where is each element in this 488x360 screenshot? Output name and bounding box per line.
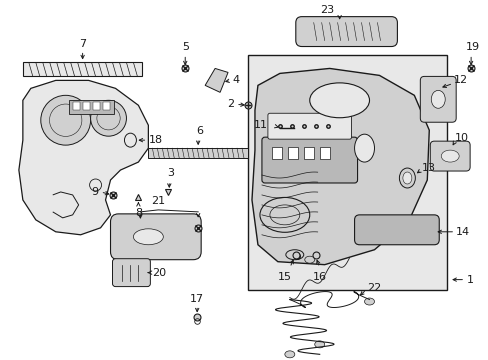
Text: 5: 5 [182, 42, 188, 53]
Ellipse shape [440, 150, 458, 162]
Text: 20: 20 [152, 267, 166, 278]
Text: 17: 17 [190, 293, 204, 303]
Ellipse shape [90, 100, 126, 136]
Ellipse shape [304, 256, 314, 263]
Ellipse shape [133, 229, 163, 245]
Text: 11: 11 [253, 120, 267, 130]
FancyBboxPatch shape [262, 137, 357, 183]
Bar [303, 147, 313, 159]
Text: 13: 13 [422, 163, 435, 173]
Bar [319, 147, 329, 159]
Polygon shape [251, 68, 428, 265]
FancyBboxPatch shape [267, 113, 351, 139]
Ellipse shape [399, 168, 414, 188]
Ellipse shape [364, 298, 374, 305]
Ellipse shape [430, 90, 444, 108]
Polygon shape [19, 80, 148, 235]
Text: 3: 3 [166, 168, 173, 178]
Bar [23, 62, 142, 76]
Bar [82, 102, 89, 110]
Text: 23: 23 [320, 5, 334, 15]
Bar [271, 147, 281, 159]
Text: 1: 1 [466, 275, 473, 285]
Text: 8: 8 [135, 208, 142, 218]
Text: 18: 18 [148, 135, 162, 145]
FancyBboxPatch shape [112, 259, 150, 287]
FancyBboxPatch shape [420, 76, 455, 122]
Text: 12: 12 [453, 75, 468, 85]
Bar [148, 148, 247, 158]
Text: 15: 15 [277, 272, 291, 282]
Bar [73, 102, 80, 110]
FancyBboxPatch shape [110, 214, 201, 260]
Ellipse shape [285, 250, 303, 260]
Bar [68, 100, 113, 114]
Text: 7: 7 [79, 39, 86, 49]
Text: 9: 9 [91, 187, 99, 197]
Text: 19: 19 [465, 42, 479, 53]
Ellipse shape [314, 341, 324, 348]
FancyBboxPatch shape [295, 17, 397, 46]
Ellipse shape [402, 172, 411, 184]
Text: 10: 10 [454, 133, 468, 143]
Bar [92, 102, 100, 110]
Ellipse shape [41, 95, 90, 145]
Text: 4: 4 [232, 75, 239, 85]
FancyBboxPatch shape [429, 141, 469, 171]
Polygon shape [205, 68, 227, 92]
Ellipse shape [285, 351, 294, 358]
Ellipse shape [354, 134, 374, 162]
Bar [287, 147, 297, 159]
Text: 22: 22 [367, 283, 381, 293]
Text: 16: 16 [312, 272, 326, 282]
Text: 2: 2 [226, 99, 234, 109]
Text: 21: 21 [151, 196, 165, 206]
FancyBboxPatch shape [354, 215, 438, 245]
Bar [102, 102, 109, 110]
Bar [247, 55, 447, 289]
Ellipse shape [309, 83, 369, 118]
Text: 14: 14 [455, 227, 469, 237]
Text: 6: 6 [196, 126, 203, 136]
